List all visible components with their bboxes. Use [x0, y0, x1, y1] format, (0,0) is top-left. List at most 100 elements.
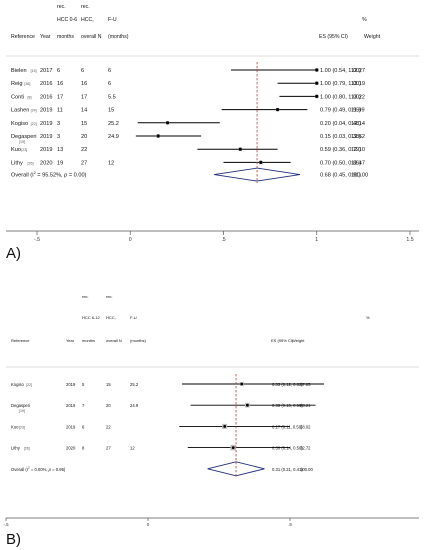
point-estimate: [246, 403, 249, 407]
overall-diamond: [214, 167, 301, 182]
study-es-ci: 0.20 (0.04, 0.48): [320, 121, 361, 127]
study-es-ci: 0.27 (0.11, 0.50): [272, 424, 303, 429]
study-year: 2020: [66, 446, 76, 451]
study-rec-hcc: 5: [82, 382, 85, 387]
header-col2-line2: HCC,: [81, 17, 94, 23]
overall-label: Overall (I2 = 95.52%, p = 0.00): [11, 171, 87, 178]
overall-label-pre: Overall (I: [11, 173, 34, 179]
study-reference: Degasperi: [11, 134, 37, 140]
study-rec-hcc: 6: [82, 424, 85, 429]
header-col2-line1: rec.: [81, 4, 90, 10]
study-follow-up: 24.9: [108, 134, 119, 140]
study-overall-n: 15: [81, 121, 87, 127]
point-estimate: [315, 68, 319, 72]
study-es-ci: 0.33 (0.12, 0.62): [272, 382, 303, 387]
header-col3-line1: F-U: [130, 315, 137, 320]
overall-weight: 100.00: [300, 467, 313, 472]
study-overall-n: 27: [81, 160, 87, 166]
header-col1-line3: months: [57, 34, 74, 40]
point-estimate: [223, 425, 227, 428]
study-year: 2019: [40, 147, 52, 153]
study-citation: [23]: [21, 148, 27, 152]
study-weight: 32.72: [300, 446, 311, 451]
study-rec-hcc: 7: [82, 403, 85, 408]
study-es-ci: 0.30 (0.14, 0.50): [272, 446, 303, 451]
study-reference: Kuo: [11, 424, 19, 429]
overall-label-p: p: [48, 467, 52, 472]
header-percent: %: [362, 17, 367, 23]
panel-label: A): [6, 245, 21, 262]
study-citation: [22]: [26, 383, 32, 387]
study-follow-up: 6: [108, 81, 111, 87]
study-overall-n: 17: [81, 94, 87, 100]
study-reference: Conti: [11, 94, 24, 100]
x-tick-label: 0: [129, 237, 132, 243]
study-year: 2016: [40, 94, 52, 100]
header-col3-line1: F-U: [108, 17, 117, 23]
study-follow-up: 25.2: [130, 382, 139, 387]
study-es-ci: 0.35 (0.15, 0.59): [272, 403, 303, 408]
header-year: Year: [40, 34, 51, 40]
header-es: ES (95% CI): [271, 338, 294, 343]
study-overall-n: 22: [81, 147, 87, 153]
panel-label: B): [6, 531, 21, 548]
study-year: 2019: [66, 424, 76, 429]
study-overall-n: 20: [106, 403, 111, 408]
point-estimate: [240, 382, 244, 386]
study-year: 2016: [40, 81, 52, 87]
header-reference: Reference: [11, 34, 35, 40]
study-rec-hcc: 3: [57, 134, 60, 140]
x-tick-label: 0: [147, 522, 150, 527]
study-year: 2019: [66, 403, 76, 408]
overall-label-mid: = 0.00%,: [30, 467, 49, 472]
x-tick-label: .5: [221, 237, 225, 243]
point-estimate: [315, 81, 319, 85]
study-citation: [22]: [31, 122, 37, 126]
study-reference: Lithy: [11, 446, 21, 451]
header-col2-line3: overall N: [106, 338, 122, 343]
overall-label-p: p: [63, 173, 67, 179]
point-estimate: [275, 108, 280, 112]
study-rec-hcc: 16: [57, 81, 63, 87]
study-reference: Kuo: [11, 147, 21, 153]
study-weight: 28.02: [300, 424, 311, 429]
point-estimate: [231, 446, 235, 449]
header-col2-line3: overall N: [81, 34, 102, 40]
study-year: 2019: [40, 134, 52, 140]
header-col1-line1: rec.: [82, 294, 89, 299]
x-tick-label: .5: [288, 522, 292, 527]
study-es-ci: 1.00 (0.79, 1.00): [320, 81, 361, 87]
study-follow-up: 15: [108, 108, 114, 114]
study-citation: [8]: [28, 95, 32, 99]
header-col3-line2: (months): [130, 338, 146, 343]
study-reference: Kogiso: [11, 121, 28, 127]
header-col1-line3: months: [82, 338, 95, 343]
study-follow-up: 12: [108, 160, 114, 166]
header-es: ES (95% CI): [319, 34, 348, 40]
study-citation: [36]: [24, 82, 30, 86]
study-follow-up: 24.9: [130, 403, 139, 408]
study-follow-up: 5.5: [108, 94, 116, 100]
study-year: 2019: [40, 121, 52, 127]
study-weight: 12.47: [351, 160, 365, 166]
study-follow-up: 6: [108, 68, 111, 74]
overall-label-pre: Overall (I: [11, 467, 28, 472]
header-weight: Weight: [292, 338, 305, 343]
x-tick-label: -.5: [3, 522, 9, 527]
header-col1-line2: HCC 6-12: [82, 315, 101, 320]
study-citation: [23]: [19, 425, 25, 429]
header-percent: %: [366, 315, 370, 320]
study-reference: Bielen: [11, 68, 27, 74]
overall-label-sup: 2: [28, 465, 30, 469]
point-estimate: [165, 121, 170, 125]
study-year: 2020: [40, 160, 52, 166]
study-overall-n: 22: [106, 424, 111, 429]
study-reference: Lithy: [11, 160, 23, 166]
x-tick-label: -.5: [34, 237, 40, 243]
header-col2-line1: rec.: [106, 294, 113, 299]
study-rec-hcc: 17: [57, 94, 63, 100]
study-weight: 12.27: [351, 68, 365, 74]
header-reference: Reference: [11, 338, 30, 343]
study-weight: 12.14: [351, 121, 365, 127]
